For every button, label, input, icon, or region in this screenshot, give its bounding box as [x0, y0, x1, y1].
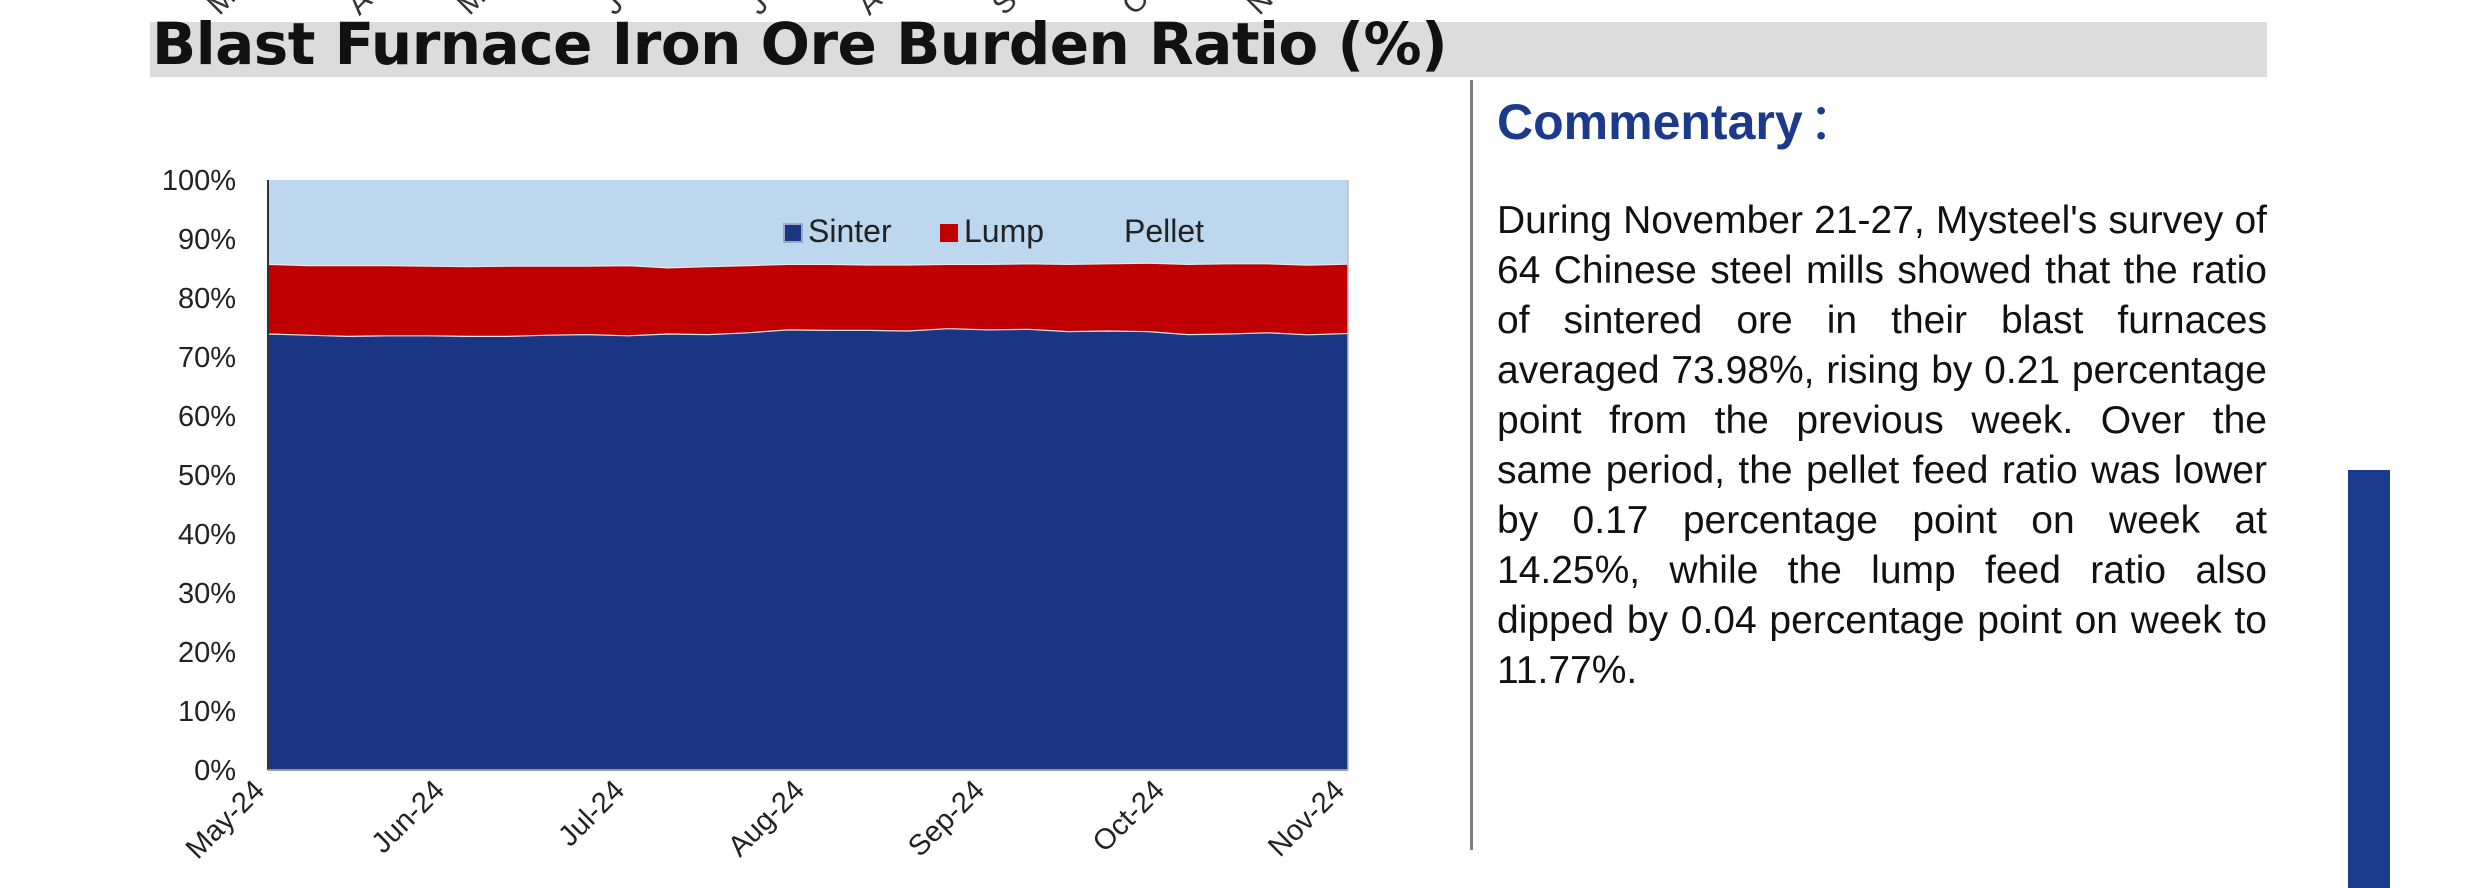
x-tick-label: Sep-24 — [902, 774, 991, 863]
legend-label-pellet: Pellet — [1124, 213, 1204, 249]
page-title: Blast Furnace Iron Ore Burden Ratio (%) — [152, 10, 1448, 78]
burden-ratio-chart: 0% 10% 20% 30% 40% 50% 60% 70% 80% 90% 100% May-24 J… — [162, 165, 1351, 865]
legend-label-sinter: Sinter — [808, 213, 892, 249]
title-bar — [150, 22, 2267, 77]
y-tick-label: 40% — [178, 519, 236, 551]
x-tick-label: May-24 — [180, 774, 271, 865]
y-tick-label: 30% — [178, 578, 236, 610]
y-tick-label: 90% — [178, 224, 236, 256]
commentary-heading-colon: ： — [1808, 94, 1859, 150]
legend-swatch-lump — [940, 224, 958, 242]
legend-label-lump: Lump — [964, 213, 1044, 249]
y-tick-label: 100% — [162, 165, 236, 197]
y-tick-label: 50% — [178, 460, 236, 492]
area-series-lump — [268, 263, 1348, 337]
y-tick-label: 60% — [178, 401, 236, 433]
x-tick-label: Jul-24 — [552, 774, 630, 852]
legend-swatch-pellet — [1100, 224, 1118, 242]
x-tick-label: Aug-24 — [722, 774, 811, 863]
section-divider — [1470, 80, 1473, 850]
x-tick-label: Oct-24 — [1087, 774, 1171, 858]
area-series-sinter — [268, 328, 1348, 770]
x-tick-label: Nov-24 — [1262, 774, 1351, 863]
y-tick-label: 70% — [178, 342, 236, 374]
side-accent-bar — [2348, 470, 2390, 888]
x-tick-label: Jun-24 — [366, 774, 451, 859]
series-boundary-lump — [267, 262, 1349, 269]
y-tick-label: 0% — [194, 755, 236, 787]
y-tick-label: 20% — [178, 637, 236, 669]
legend-swatch-sinter — [783, 223, 803, 243]
commentary-heading-text: Commentary — [1497, 94, 1803, 150]
commentary-heading: Commentary： — [1497, 82, 1859, 154]
commentary-body: During November 21-27, Mysteel's survey … — [1497, 199, 2267, 692]
series-boundary-sinter — [267, 328, 1349, 338]
area-series-pellet — [268, 180, 1348, 268]
y-tick-label: 10% — [178, 696, 236, 728]
y-tick-label: 80% — [178, 283, 236, 315]
